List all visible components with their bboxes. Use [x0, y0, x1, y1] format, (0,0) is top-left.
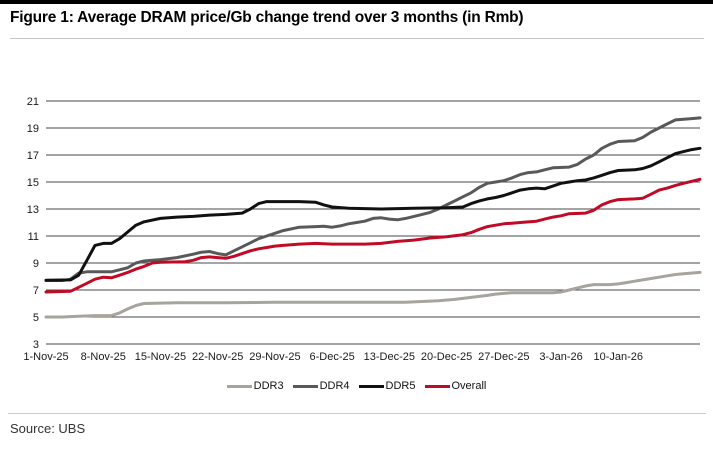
y-tick-label: 17: [27, 150, 39, 162]
top-black-bar: [0, 0, 713, 4]
x-tick-label: 27-Dec-25: [478, 351, 529, 363]
legend-label: DDR3: [253, 380, 284, 392]
y-tick-label: 21: [27, 96, 39, 108]
chart-legend: DDR3 DDR4 DDR5 Overall: [0, 380, 713, 392]
legend-item-ddr5: DDR5: [358, 380, 416, 392]
x-tick-label: 20-Dec-25: [421, 351, 472, 363]
y-tick-label: 9: [33, 258, 39, 270]
footer-divider: [8, 413, 706, 414]
y-tick-label: 19: [27, 123, 39, 135]
x-tick-label: 3-Jan-26: [539, 351, 582, 363]
series-line-ddr4: [44, 116, 702, 282]
series-line-overall: [44, 177, 702, 294]
x-tick-label: 22-Nov-25: [192, 351, 243, 363]
y-tick-label: 11: [28, 231, 39, 243]
x-tick-label: 8-Nov-25: [81, 351, 126, 363]
y-tick-label: 7: [33, 285, 39, 297]
x-tick-label: 13-Dec-25: [364, 351, 415, 363]
legend-swatch-ddr4: [292, 384, 318, 388]
x-tick-label: 15-Nov-25: [135, 351, 186, 363]
source-text: Source: UBS: [10, 421, 86, 436]
figure-title: Figure 1: Average DRAM price/Gb change t…: [10, 9, 524, 26]
x-tick-label: 6-Dec-25: [310, 351, 355, 363]
y-tick-label: 13: [27, 204, 39, 216]
legend-item-ddr3: DDR3: [226, 380, 284, 392]
dram-price-line-chart: 3 5 7 9 11 13 15 17 19 21 1-Nov-25 8-Nov-25 15-Nov-2…: [23, 96, 702, 363]
legend-swatch-ddr3: [226, 384, 252, 388]
legend-label: DDR4: [319, 380, 350, 392]
y-tick-label: 15: [27, 177, 39, 189]
legend-label: DDR5: [385, 380, 416, 392]
legend-item-ddr4: DDR4: [292, 380, 350, 392]
title-divider: [10, 38, 704, 39]
y-tick-label: 5: [33, 312, 39, 324]
legend-label: Overall: [451, 380, 487, 392]
x-tick-label: 1-Nov-25: [23, 351, 68, 363]
x-tick-label: 10-Jan-26: [593, 351, 643, 363]
legend-swatch-overall: [424, 384, 450, 388]
y-tick-label: 3: [33, 339, 39, 351]
legend-item-overall: Overall: [424, 380, 487, 392]
legend-swatch-ddr5: [358, 384, 384, 388]
x-tick-label: 29-Nov-25: [249, 351, 300, 363]
series-line-ddr3: [44, 270, 702, 319]
series-line-ddr5: [44, 146, 702, 282]
